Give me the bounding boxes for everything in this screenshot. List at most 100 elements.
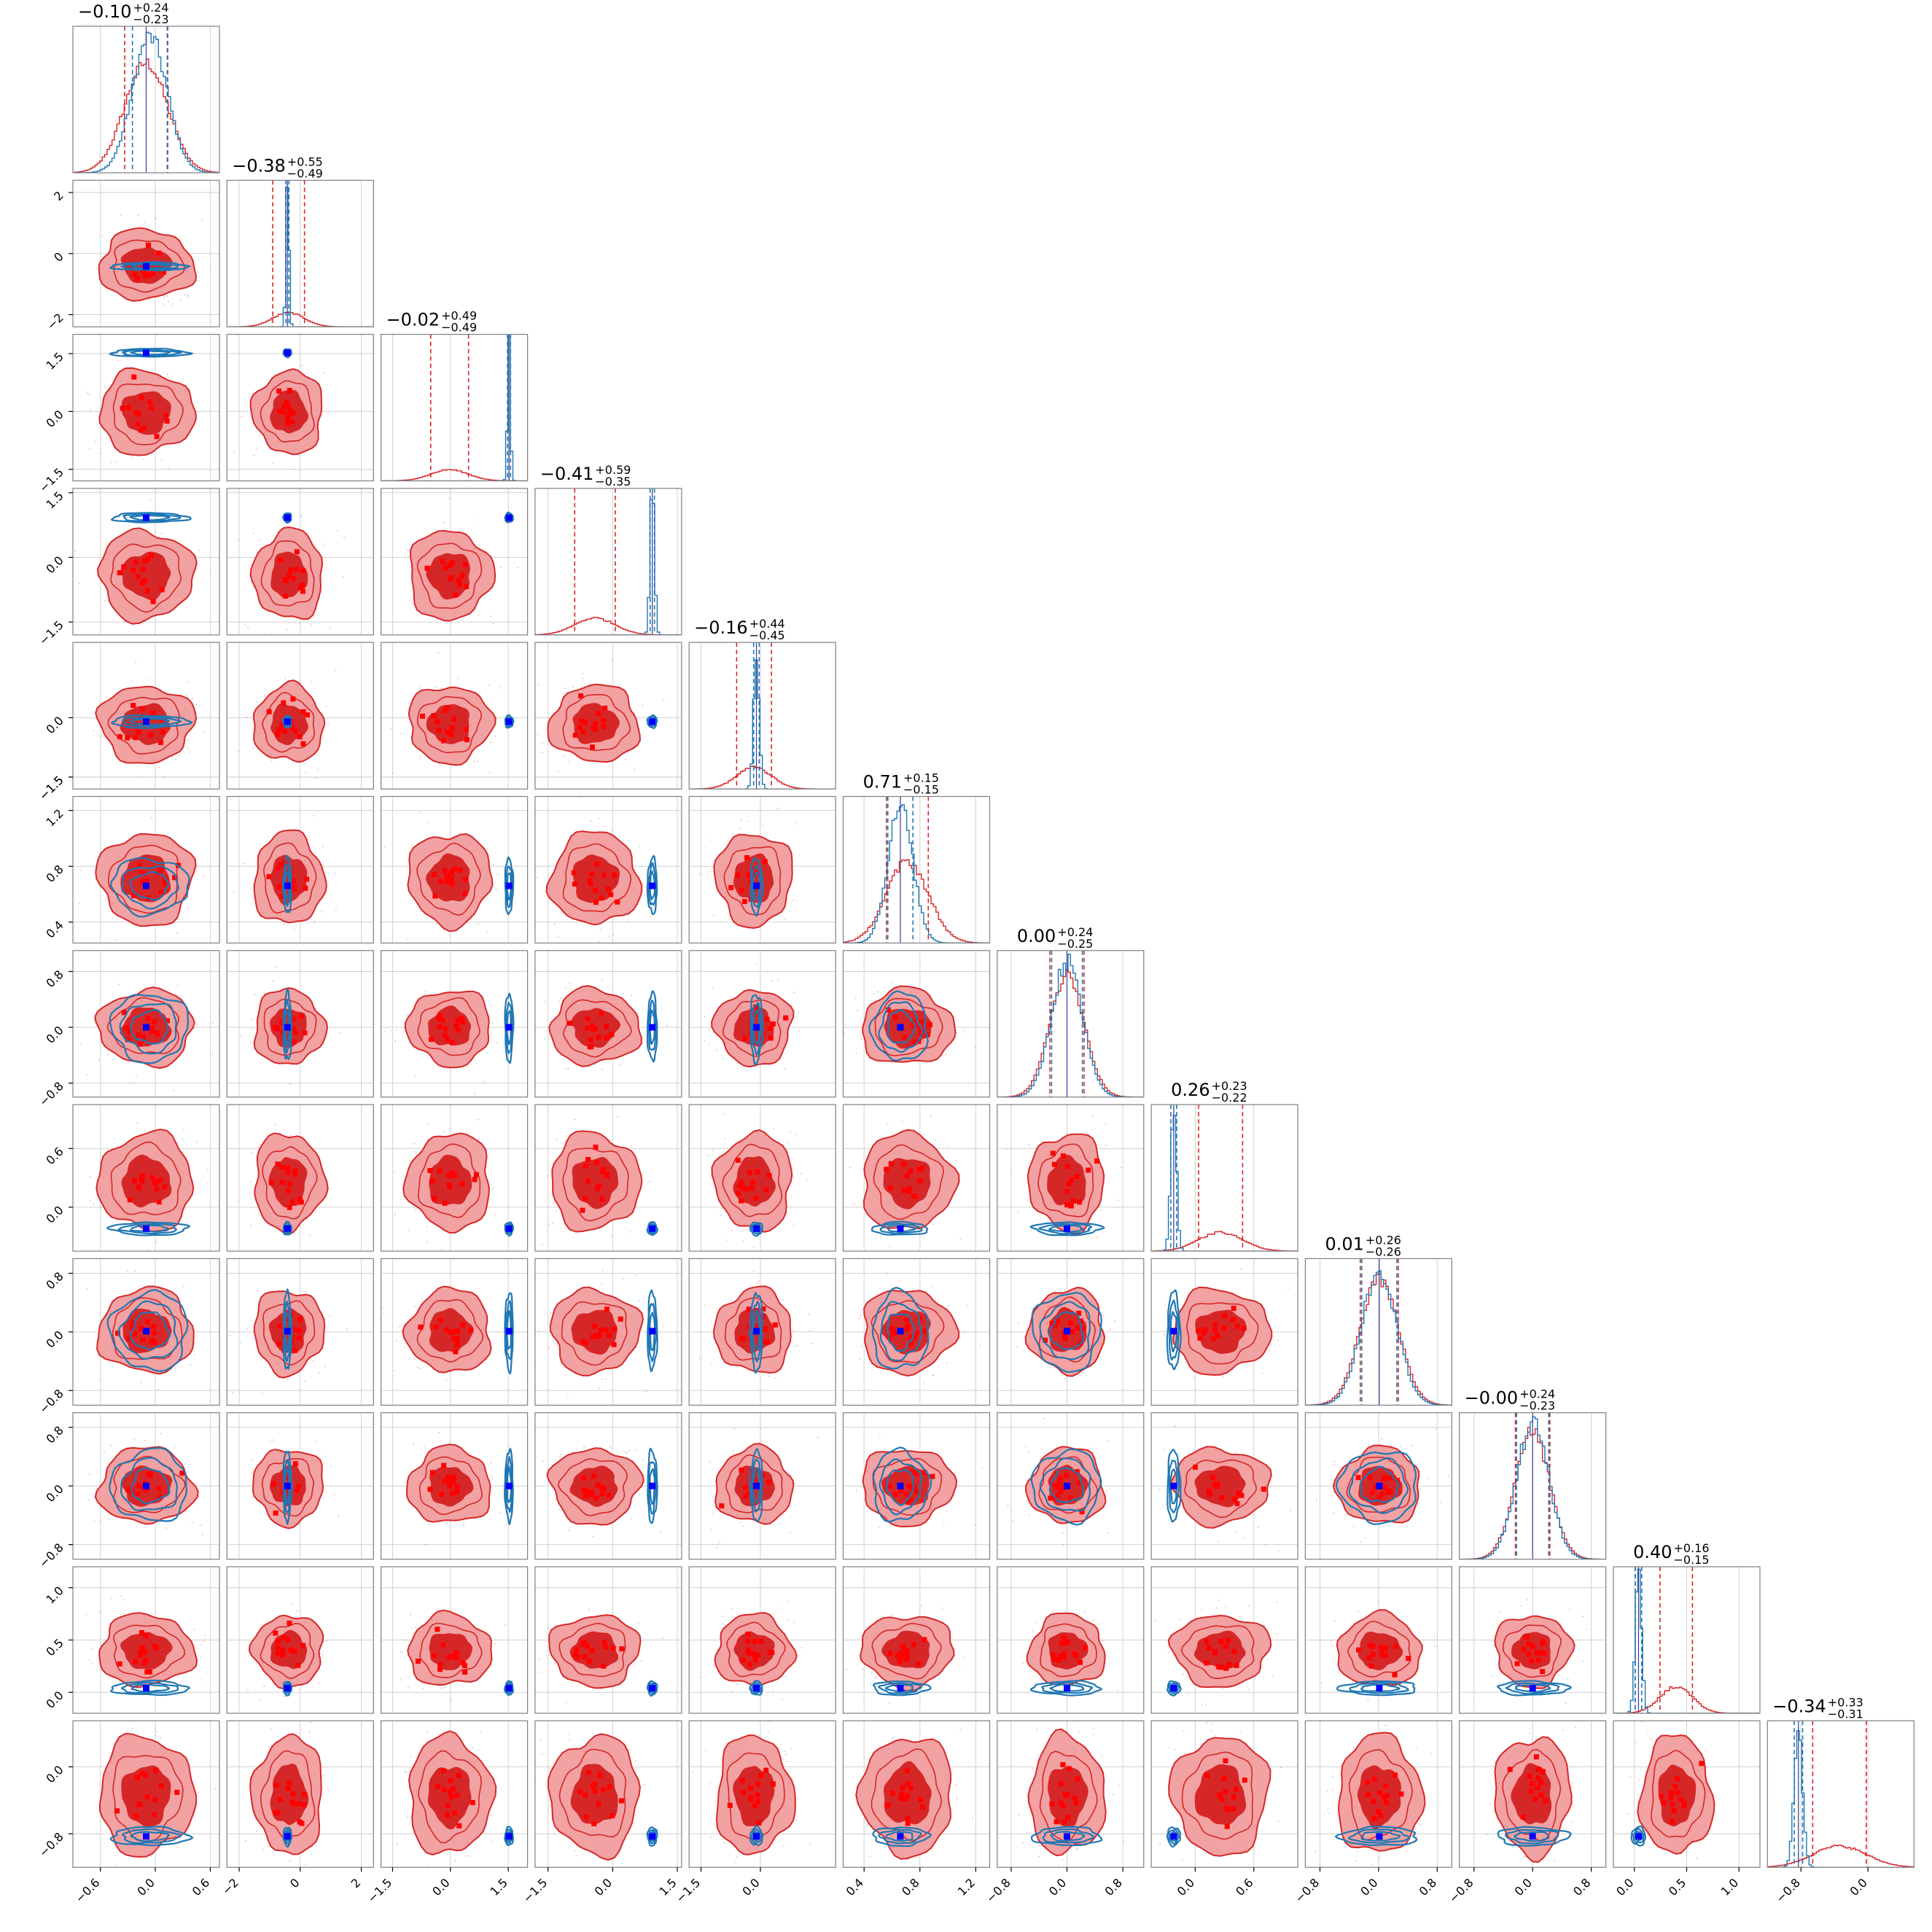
- truth-marker: [284, 1685, 291, 1692]
- scatter-point: [185, 694, 187, 696]
- scatter-point: [424, 1445, 425, 1447]
- scatter-point: [704, 1304, 706, 1306]
- scatter-point: [556, 1138, 558, 1140]
- scatter-point: [777, 979, 779, 981]
- scatter-point: [203, 731, 204, 733]
- red-sample-marker: [911, 1334, 917, 1340]
- scatter-point: [756, 964, 758, 965]
- scatter-point: [709, 1106, 710, 1107]
- red-sample-marker: [912, 1019, 918, 1025]
- blue-contour: [886, 1469, 915, 1506]
- truth-marker: [143, 349, 149, 357]
- scatter-point: [943, 1524, 945, 1526]
- red-contour-mid: [112, 383, 184, 445]
- blue-contour: [504, 1680, 515, 1697]
- scatter-point: [601, 979, 603, 981]
- truth-marker: [1170, 1482, 1177, 1489]
- red-contour-mid: [724, 1297, 782, 1361]
- scatter-point: [168, 468, 170, 470]
- red-sample-marker: [448, 1173, 454, 1179]
- scatter-point: [201, 1533, 203, 1535]
- panel-9-4: [688, 1412, 836, 1560]
- panel-frame: [534, 950, 682, 1098]
- blue-contour: [1037, 1223, 1093, 1235]
- red-sample-marker: [275, 1651, 281, 1656]
- scatter-point: [611, 947, 612, 949]
- red-contour-mid: [722, 999, 782, 1057]
- scatter-point: [739, 827, 741, 830]
- scatter-point: [1018, 1323, 1020, 1324]
- red-sample-marker: [590, 744, 595, 750]
- red-sample-marker: [908, 1169, 914, 1174]
- scatter-point: [322, 846, 324, 847]
- panel-7-1: [226, 1104, 374, 1256]
- panel-frame: [997, 1412, 1145, 1560]
- scatter-point: [407, 938, 409, 940]
- truth-marker: [505, 1482, 513, 1489]
- scatter-point: [1105, 1123, 1107, 1125]
- truth-marker: [143, 262, 149, 270]
- scatter-point: [193, 1629, 195, 1631]
- scatter-point: [457, 677, 459, 679]
- scatter-point: [71, 1050, 73, 1051]
- blue-contour: [120, 1457, 179, 1511]
- scatter-point: [260, 1699, 262, 1701]
- red-sample-marker: [157, 1177, 163, 1183]
- scatter-point: [1025, 1445, 1027, 1447]
- scatter-point: [497, 1332, 499, 1334]
- red-sample-marker: [443, 1032, 448, 1038]
- scatter-point: [808, 1313, 810, 1315]
- red-sample-marker: [285, 1169, 291, 1175]
- red-sample-marker: [147, 272, 152, 278]
- panel-title-minus: −0.15: [903, 783, 939, 797]
- red-sample-marker: [741, 1336, 747, 1341]
- red-sample-marker: [297, 734, 303, 740]
- scatter-point: [207, 1169, 209, 1171]
- panel-frame: [997, 1258, 1145, 1406]
- scatter-point: [163, 776, 165, 778]
- red-sample-marker: [460, 1660, 466, 1666]
- scatter-point: [192, 1522, 193, 1523]
- panel-frame: [534, 488, 682, 636]
- blue-contour: [110, 512, 192, 523]
- red-sample-marker: [150, 710, 156, 716]
- red-sample-marker: [1080, 1326, 1086, 1332]
- red-sample-marker: [288, 1648, 294, 1653]
- red-sample-marker: [275, 1645, 281, 1651]
- scatter-point: [399, 1325, 401, 1328]
- blue-histogram: [997, 954, 1144, 1097]
- scatter-point: [1028, 1144, 1030, 1146]
- scatter-point: [346, 1328, 348, 1330]
- scatter-point: [296, 1255, 297, 1256]
- panel-1-1: −0.38 +0.55−0.49: [226, 155, 374, 327]
- panel-6-2: [380, 950, 529, 1098]
- scatter-point: [194, 1342, 195, 1344]
- blue-contour: [120, 1681, 179, 1694]
- scatter-point: [256, 701, 257, 704]
- panel-5-0: 1.20.80.4: [43, 795, 220, 944]
- scatter-point: [222, 1312, 223, 1313]
- red-sample-marker: [1068, 1320, 1074, 1326]
- scatter-point: [932, 1285, 934, 1287]
- scatter-point: [487, 849, 488, 851]
- panel-8-7: [1150, 1258, 1298, 1406]
- blue-contour: [1360, 1465, 1399, 1503]
- red-sample-marker: [448, 869, 454, 875]
- red-sample-marker: [142, 271, 148, 277]
- scatter-point: [295, 1686, 297, 1688]
- red-sample-marker: [157, 870, 163, 876]
- scatter-point: [275, 966, 277, 968]
- red-sample-marker: [141, 558, 147, 564]
- red-sample-marker: [154, 1186, 160, 1192]
- red-sample-marker: [291, 1039, 297, 1045]
- scatter-point: [138, 776, 140, 779]
- scatter-point: [199, 1656, 201, 1659]
- scatter-point: [195, 401, 198, 403]
- red-sample-marker: [292, 1648, 298, 1654]
- scatter-point: [773, 1128, 774, 1129]
- red-sample-marker: [908, 1335, 914, 1341]
- red-sample-marker: [131, 374, 137, 380]
- panel-title-minus: −0.25: [1057, 937, 1093, 951]
- red-sample-marker: [596, 710, 601, 716]
- red-sample-marker: [424, 566, 430, 571]
